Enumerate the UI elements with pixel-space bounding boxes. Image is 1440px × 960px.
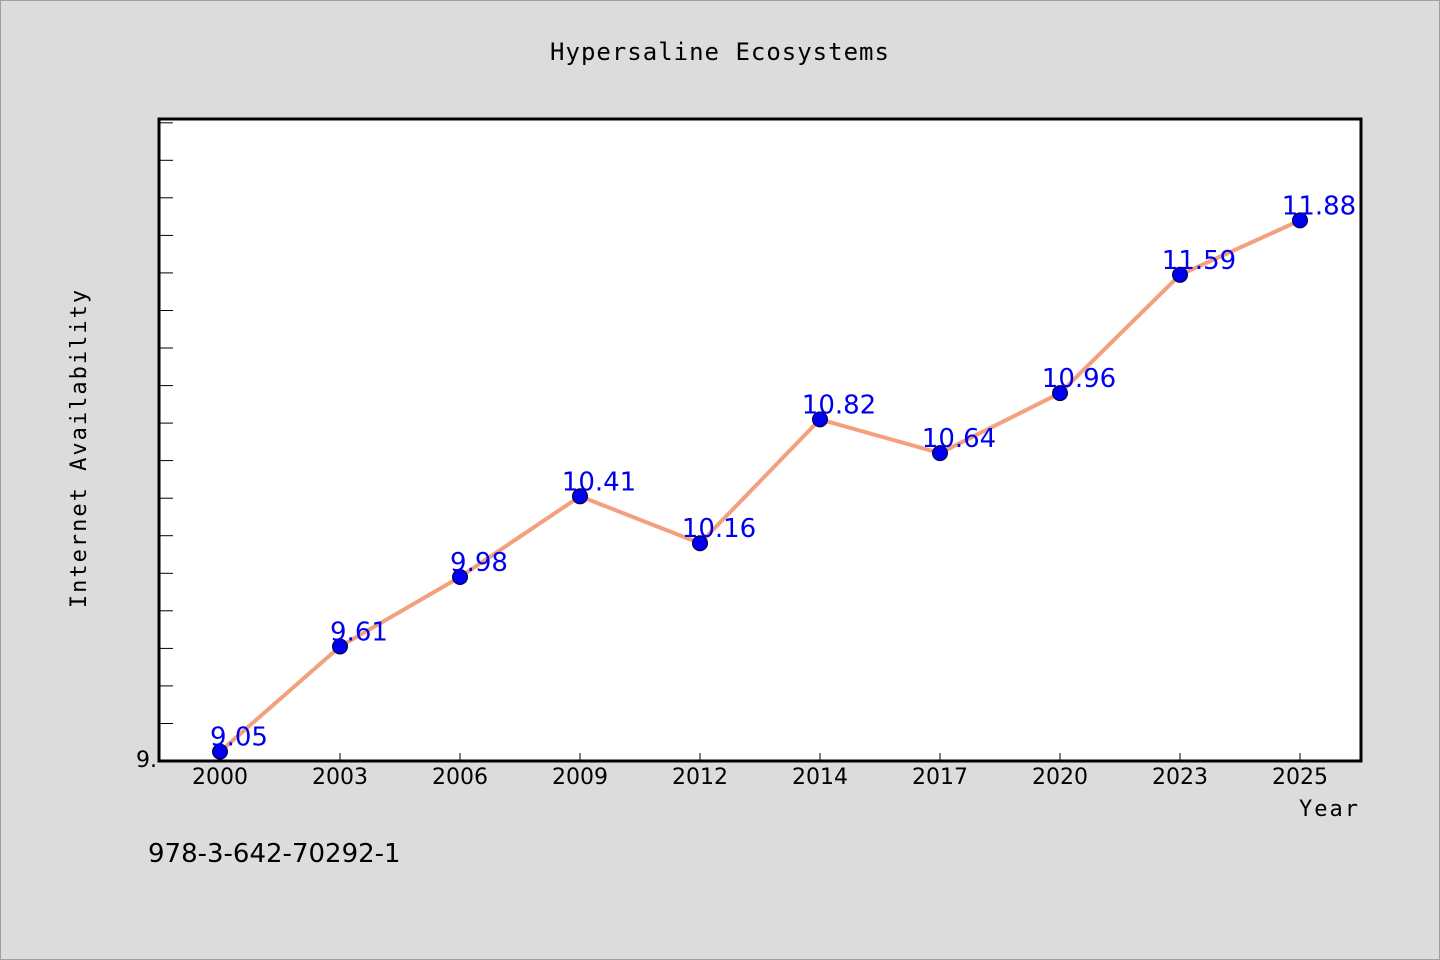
- x-tick-label: 2014: [792, 765, 848, 790]
- data-labels: 9.05 9.61 9.98 10.41 10.16 10.82 10.64 10.96 11.…: [210, 191, 1356, 752]
- footer-isbn: 978-3-642-70292-1: [148, 839, 401, 869]
- data-label: 9.98: [450, 548, 508, 578]
- data-point: [1292, 212, 1308, 229]
- x-tick-label: 2000: [192, 765, 248, 790]
- x-axis-tick-labels: 2000 2003 2006 2009 2012 2014 2017 2020 2023 2025: [192, 765, 1328, 790]
- y-axis-label: Internet Availability: [67, 288, 92, 608]
- x-tick-label: 2003: [312, 765, 368, 790]
- plot-area: [157, 117, 1363, 763]
- series-polyline: [218, 218, 1301, 754]
- x-tick-label: 2006: [432, 765, 488, 790]
- x-tick-label: 2012: [672, 765, 728, 790]
- x-axis-ticks: [219, 753, 1301, 761]
- y-axis-tick-label: 9.: [136, 748, 157, 773]
- data-label: 9.05: [210, 723, 268, 753]
- data-label: 10.16: [682, 514, 756, 544]
- x-tick-label: 2017: [912, 765, 968, 790]
- series-markers: [212, 212, 1308, 760]
- data-point: [1052, 385, 1068, 402]
- data-point: [452, 569, 468, 585]
- data-label: 9.61: [330, 618, 388, 648]
- data-label: 10.82: [802, 390, 876, 420]
- data-label: 10.64: [922, 424, 996, 454]
- x-tick-label: 2009: [552, 765, 608, 790]
- data-point: [332, 638, 348, 655]
- series-line: [218, 218, 1301, 754]
- data-point: [212, 743, 228, 760]
- y-axis-minor-ticks: [159, 122, 173, 724]
- data-point: [572, 488, 588, 505]
- data-point: [932, 445, 948, 462]
- x-tick-label: 2023: [1152, 765, 1208, 790]
- chart-title: Hypersaline Ecosystems: [550, 38, 890, 66]
- data-label: 10.96: [1042, 364, 1116, 394]
- data-label: 11.88: [1282, 191, 1356, 221]
- data-point: [692, 535, 708, 552]
- data-label: 10.41: [562, 467, 636, 497]
- x-tick-label: 2020: [1032, 765, 1088, 790]
- x-tick-label: 2025: [1272, 765, 1328, 790]
- data-label: 11.59: [1162, 246, 1236, 276]
- data-point: [812, 411, 828, 428]
- x-axis-label: Year: [1299, 797, 1360, 822]
- data-point: [1172, 266, 1188, 283]
